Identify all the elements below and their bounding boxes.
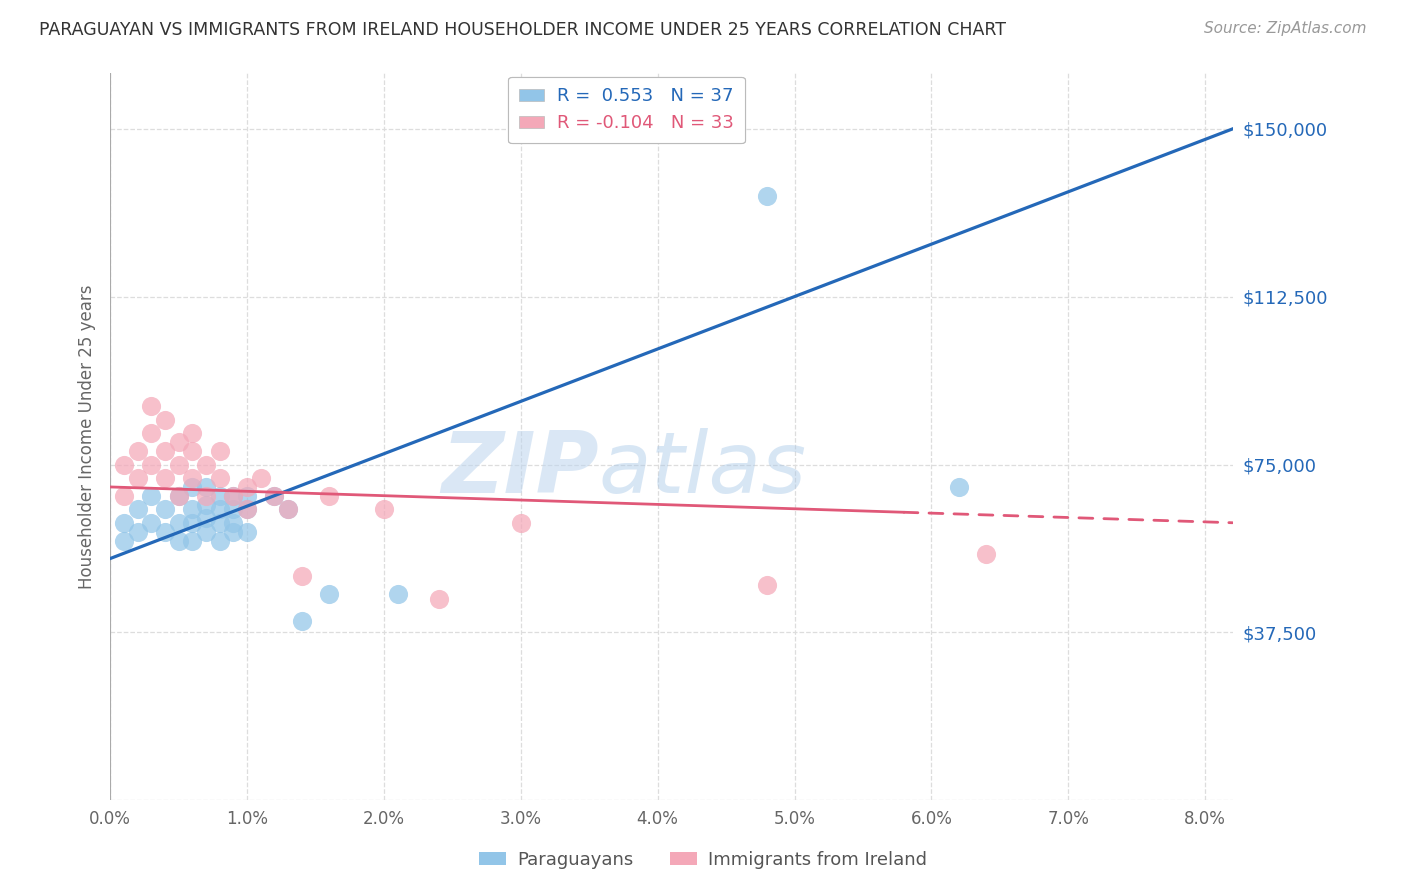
Text: ZIP: ZIP [440,428,599,511]
Point [427,591,450,606]
Point [127,524,149,539]
Point [236,502,259,516]
Point [127,471,149,485]
Point [291,569,314,583]
Point [141,516,163,530]
Point [153,502,176,516]
Point [181,480,204,494]
Point [277,502,299,516]
Text: atlas: atlas [599,428,807,511]
Point [291,614,314,628]
Point [181,471,204,485]
Point [112,516,135,530]
Point [167,435,190,450]
Point [167,489,190,503]
Text: Source: ZipAtlas.com: Source: ZipAtlas.com [1204,21,1367,37]
Point [181,516,204,530]
Point [236,480,259,494]
Point [194,511,217,525]
Point [222,502,245,516]
Point [318,489,340,503]
Y-axis label: Householder Income Under 25 years: Householder Income Under 25 years [79,285,96,589]
Point [236,502,259,516]
Point [222,524,245,539]
Point [167,489,190,503]
Point [222,489,245,503]
Point [236,489,259,503]
Point [263,489,285,503]
Point [167,533,190,548]
Point [236,524,259,539]
Point [153,524,176,539]
Point [756,189,779,203]
Point [222,516,245,530]
Point [194,489,217,503]
Point [167,458,190,472]
Point [141,400,163,414]
Point [112,458,135,472]
Point [127,502,149,516]
Point [249,471,271,485]
Point [194,480,217,494]
Point [318,587,340,601]
Text: PARAGUAYAN VS IMMIGRANTS FROM IRELAND HOUSEHOLDER INCOME UNDER 25 YEARS CORRELAT: PARAGUAYAN VS IMMIGRANTS FROM IRELAND HO… [39,21,1007,39]
Point [153,444,176,458]
Point [208,471,231,485]
Point [181,426,204,441]
Point [194,524,217,539]
Point [974,547,997,561]
Point [277,502,299,516]
Point [194,498,217,512]
Point [112,533,135,548]
Point [181,502,204,516]
Point [263,489,285,503]
Point [208,489,231,503]
Point [208,516,231,530]
Point [948,480,970,494]
Point [167,516,190,530]
Point [153,471,176,485]
Point [153,413,176,427]
Point [208,533,231,548]
Point [181,533,204,548]
Point [387,587,409,601]
Point [141,426,163,441]
Point [181,444,204,458]
Point [208,444,231,458]
Point [194,458,217,472]
Point [141,458,163,472]
Point [373,502,395,516]
Point [509,516,531,530]
Point [756,578,779,592]
Legend: R =  0.553   N = 37, R = -0.104   N = 33: R = 0.553 N = 37, R = -0.104 N = 33 [508,77,745,144]
Legend: Paraguayans, Immigrants from Ireland: Paraguayans, Immigrants from Ireland [472,844,934,876]
Point [222,489,245,503]
Point [112,489,135,503]
Point [208,502,231,516]
Point [127,444,149,458]
Point [141,489,163,503]
